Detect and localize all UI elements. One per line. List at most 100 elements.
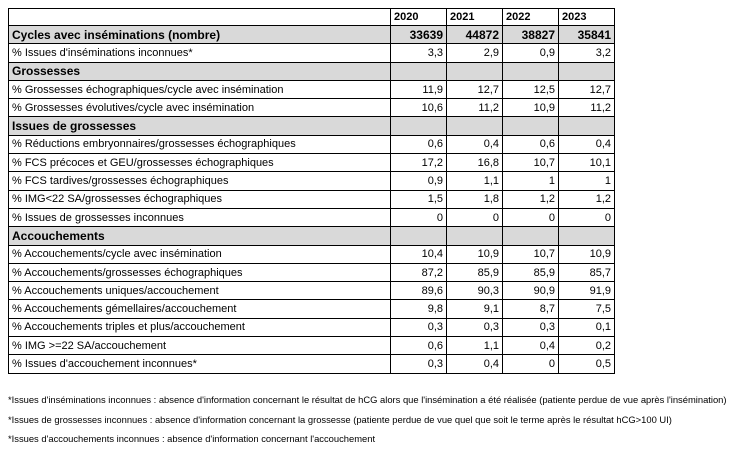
row-label: Issues de grossesses	[8, 116, 391, 136]
value-cell: 89,6	[390, 281, 447, 301]
value-cell: 10,4	[390, 244, 447, 264]
value-cell: 0,9	[390, 171, 447, 191]
row-label: % Grossesses échographiques/cycle avec i…	[8, 79, 391, 100]
table-row: % Issues d'inséminations inconnues* 3,3 2,…	[8, 43, 615, 63]
value-cell	[390, 116, 447, 136]
footnote: *Issues d'accouchements inconnues : abse…	[8, 433, 376, 444]
value-cell: 0	[446, 207, 503, 228]
table-row: % IMG >=22 SA/accouchement 0,6 1,1 0,4 0,2	[8, 336, 615, 356]
table-row: Issues de grossesses	[8, 116, 615, 136]
value-cell: 0,3	[446, 317, 503, 338]
value-cell: 1,2	[558, 189, 615, 209]
value-cell: 0,1	[558, 317, 615, 338]
value-cell: 44872	[446, 24, 503, 45]
value-cell: 0,3	[502, 317, 559, 338]
row-label: Accouchements	[8, 226, 391, 246]
value-cell: 85,9	[502, 262, 559, 283]
value-cell: 17,2	[390, 153, 447, 173]
table-row: % Accouchements/grossesses échographique…	[8, 262, 615, 283]
value-cell: 0,6	[390, 336, 447, 356]
value-cell: 0,4	[446, 134, 503, 155]
row-label: % Accouchements/grossesses échographique…	[8, 262, 391, 283]
value-cell: 0	[502, 207, 559, 228]
value-cell: 10,7	[502, 153, 559, 173]
row-label: % IMG<22 SA/grossesses échographiques	[8, 189, 391, 209]
value-cell: 12,5	[502, 79, 559, 100]
value-cell: 3,3	[390, 43, 447, 63]
table-row: % Accouchements gémellaires/accouchement…	[8, 299, 615, 319]
value-cell: 0	[558, 207, 615, 228]
value-cell: 10,9	[446, 244, 503, 264]
value-cell: 0,9	[502, 43, 559, 63]
value-cell: 1	[558, 171, 615, 191]
value-cell: 35841	[558, 24, 615, 45]
value-cell: 11,9	[390, 79, 447, 100]
year-header: 2022	[502, 8, 559, 26]
value-cell	[390, 226, 447, 246]
footnote: *Issues de grossesses inconnues : absenc…	[8, 413, 672, 425]
value-cell: 0	[390, 207, 447, 228]
value-cell	[502, 116, 559, 136]
value-cell: 0,3	[390, 354, 447, 374]
value-cell	[558, 116, 615, 136]
value-cell: 10,1	[558, 153, 615, 173]
value-cell	[558, 226, 615, 246]
row-label: Grossesses	[8, 61, 391, 81]
value-cell: 38827	[502, 24, 559, 45]
value-cell	[502, 61, 559, 81]
row-label: % Accouchements uniques/accouchement	[8, 281, 391, 301]
table-row: % IMG<22 SA/grossesses échographiques 1,5…	[8, 189, 615, 209]
value-cell	[502, 226, 559, 246]
value-cell: 85,7	[558, 262, 615, 283]
table-row: % Accouchements/cycle avec insémination 1…	[8, 244, 615, 264]
year-header: 2021	[446, 8, 503, 26]
value-cell: 7,5	[558, 299, 615, 319]
value-cell: 1	[502, 171, 559, 191]
value-cell: 0,6	[390, 134, 447, 155]
row-label: % Issues de grossesses inconnues	[8, 207, 391, 228]
value-cell: 9,1	[446, 299, 503, 319]
value-cell	[446, 116, 503, 136]
year-header: 2023	[558, 8, 615, 26]
row-label: % Réductions embryonnaires/grossesses éc…	[8, 134, 391, 155]
header-cell	[8, 8, 391, 26]
value-cell	[446, 226, 503, 246]
value-cell: 0,4	[558, 134, 615, 155]
value-cell: 91,9	[558, 281, 615, 301]
value-cell: 10,6	[390, 98, 447, 118]
table-row: % Accouchements triples et plus/accouche…	[8, 317, 615, 338]
value-cell	[390, 61, 447, 81]
value-cell: 0,6	[502, 134, 559, 155]
value-cell: 0,4	[502, 336, 559, 356]
header-row: 2020 2021 2022 2023	[8, 8, 615, 26]
value-cell: 1,2	[502, 189, 559, 209]
value-cell: 0,3	[390, 317, 447, 338]
table-row: % Issues de grossesses inconnues 0 0 0 0	[8, 207, 615, 228]
value-cell: 8,7	[502, 299, 559, 319]
value-cell: 0,5	[558, 354, 615, 374]
row-label: % FCS précoces et GEU/grossesses échogra…	[8, 153, 391, 173]
row-label: % Accouchements triples et plus/accouche…	[8, 317, 391, 338]
value-cell: 85,9	[446, 262, 503, 283]
value-cell: 0,4	[446, 354, 503, 374]
data-table: 2020 2021 2022 2023 Cycles avec insémination…	[8, 8, 615, 374]
value-cell	[446, 61, 503, 81]
row-label: Cycles avec inséminations (nombre)	[8, 24, 391, 45]
value-cell: 10,9	[502, 98, 559, 118]
value-cell: 0	[502, 354, 559, 374]
row-label: % IMG >=22 SA/accouchement	[8, 336, 391, 356]
value-cell: 1,1	[446, 336, 503, 356]
row-label: % Accouchements gémellaires/accouchement	[8, 299, 391, 319]
value-cell: 0,2	[558, 336, 615, 356]
value-cell: 1,5	[390, 189, 447, 209]
table-row: % Accouchements uniques/accouchement 89,6…	[8, 281, 615, 301]
table-row: Grossesses	[8, 61, 615, 81]
row-label: % Issues d'accouchement inconnues*	[8, 354, 391, 374]
table-row: % FCS tardives/grossesses échographiques…	[8, 171, 615, 191]
row-label: % Issues d'inséminations inconnues*	[8, 43, 391, 63]
value-cell: 90,9	[502, 281, 559, 301]
row-label: % FCS tardives/grossesses échographiques	[8, 171, 391, 191]
table-row: Cycles avec inséminations (nombre) 33639 4…	[8, 24, 615, 45]
value-cell: 10,7	[502, 244, 559, 264]
